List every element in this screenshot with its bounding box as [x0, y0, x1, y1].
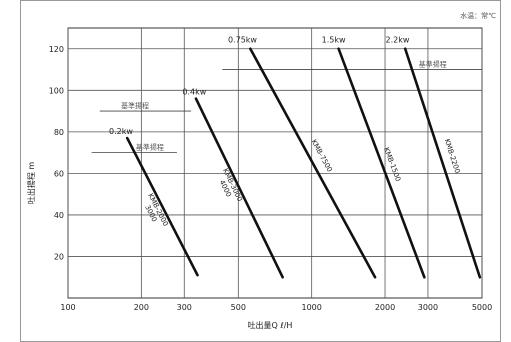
series-line	[125, 136, 199, 277]
series-line	[337, 47, 426, 279]
grid	[67, 27, 483, 299]
y-tick-label: 80	[54, 128, 64, 137]
y-tick-labels: 20 40 60 80 100 120	[49, 45, 64, 262]
series-model-label: KMB-7500	[309, 138, 333, 173]
series-model-text: KMB-7500	[309, 138, 333, 173]
x-tick-labels: 100 200 300 500 1000 2000 3000 5000	[60, 303, 492, 312]
outer-border	[20, 0, 501, 342]
reference-line-label: 基準揚程	[121, 101, 149, 110]
series-line	[194, 97, 284, 279]
y-tick-label: 120	[49, 45, 64, 54]
x-tick-label: 500	[231, 303, 246, 312]
series-line	[249, 47, 377, 279]
reference-line-label: 基準揚程	[136, 143, 164, 152]
y-axis-title: 吐出揚程 m	[26, 162, 36, 205]
series-power-label: 2.2kw	[386, 36, 410, 45]
x-axis-title: 吐出量Q ℓ/H	[248, 320, 293, 330]
x-tick-label: 1000	[301, 303, 321, 312]
x-tick-label: 300	[177, 303, 192, 312]
series-lines: 0.2kwKMB-200030000.4kwKMB-300040000.75kw…	[109, 36, 482, 279]
water-temperature-note: 水温：常℃	[460, 11, 496, 20]
series-power-label: 0.75kw	[228, 36, 257, 45]
series-line	[403, 47, 482, 279]
y-tick-label: 40	[54, 211, 64, 220]
y-tick-label: 60	[54, 169, 64, 178]
x-tick-label: 3000	[418, 303, 438, 312]
series-power-label: 0.2kw	[109, 127, 133, 136]
y-tick-label: 20	[54, 252, 64, 261]
x-tick-label: 2000	[375, 303, 395, 312]
x-tick-label: 100	[60, 303, 75, 312]
x-tick-label: 200	[134, 303, 149, 312]
x-tick-label: 5000	[472, 303, 492, 312]
series-power-label: 1.5kw	[322, 36, 346, 45]
reference-line-label: 基準揚程	[419, 60, 447, 69]
series-power-label: 0.4kw	[182, 87, 206, 96]
y-tick-label: 100	[49, 86, 64, 95]
